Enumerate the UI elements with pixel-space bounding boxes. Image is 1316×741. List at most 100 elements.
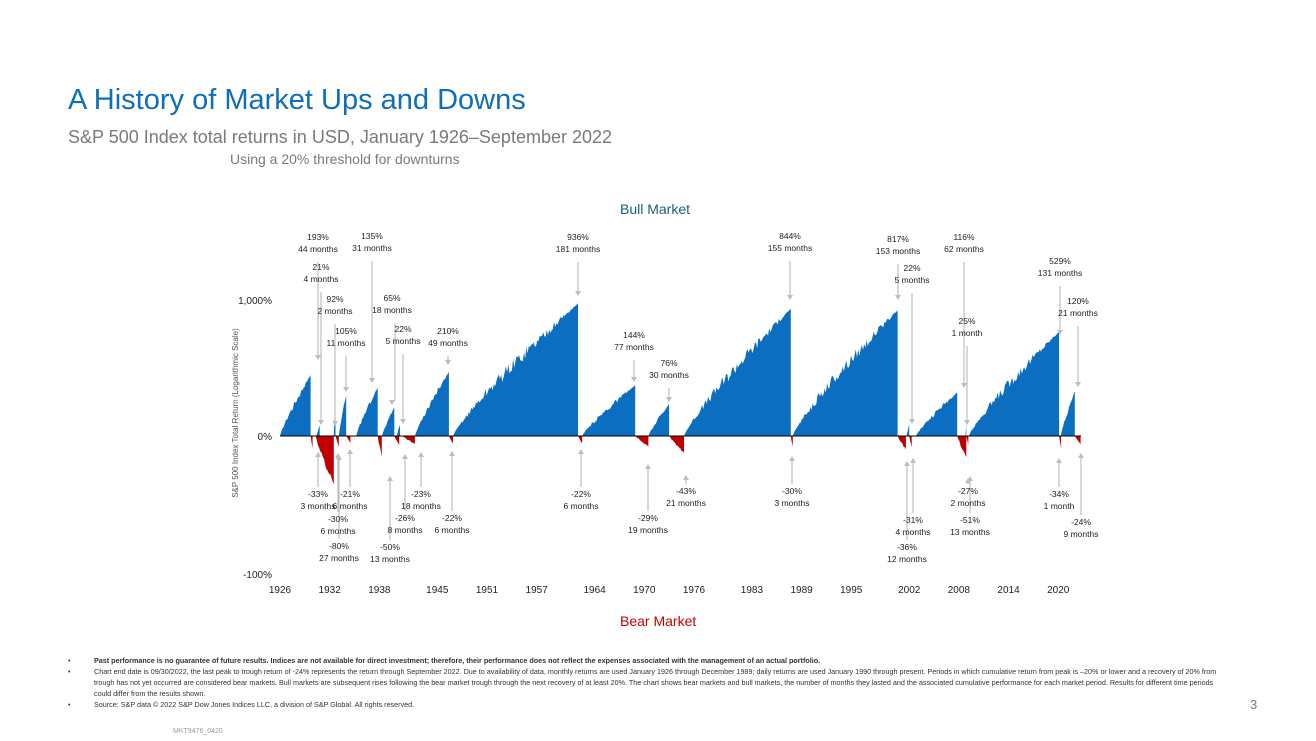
bull-return-label: 844% [779,231,801,241]
bear-annotation-arrowhead [965,478,971,483]
bear-months-label: 4 months [896,527,931,537]
bear-market-area [909,436,912,448]
bull-return-label: 120% [1067,296,1089,306]
bear-market-area [669,436,684,453]
footnote-3-text: Source: S&P data © 2022 S&P Dow Jones In… [94,700,415,709]
bear-market-area [402,436,415,444]
bear-annotation-arrowhead [418,452,424,457]
bull-market-label: Bull Market [620,201,691,217]
bull-months-label: 155 months [768,243,812,253]
bull-market-area [915,392,958,436]
footnotes: • Past performance is no guarantee of fut… [68,655,1228,710]
bull-months-label: 11 months [326,338,365,348]
bear-market-area [957,436,967,458]
bear-annotation-arrowhead [904,461,910,466]
bear-annotation-arrowhead [645,464,651,469]
footnote-2: • Chart end date is 09/30/2022, the last … [68,666,1228,699]
bear-months-label: 8 months [388,525,423,535]
bear-return-label: -29% [638,513,658,523]
bull-return-label: 76% [660,358,677,368]
bear-months-label: 21 months [666,498,706,508]
bear-annotation-arrowhead [789,456,795,461]
bear-market-area [346,436,351,444]
x-tick-label: 1989 [790,585,813,596]
bull-annotation-arrowhead [631,377,637,382]
bull-annotation-arrowhead [575,291,581,296]
bull-months-label: 44 months [298,244,338,254]
bear-market-area [1059,436,1062,449]
bull-months-label: 4 months [304,274,339,284]
bull-market-area [792,310,898,436]
page-number: 3 [1250,697,1258,712]
bull-market-area [396,424,400,436]
bull-return-label: 116% [953,232,975,242]
bull-months-label: 31 months [352,243,392,253]
bear-annotation-arrowhead [335,453,341,458]
y-tick-label: 1,000% [238,296,272,307]
bull-months-label: 5 months [386,336,421,346]
bull-months-label: 131 months [1038,268,1082,278]
bull-annotation-arrowhead [318,420,324,425]
bear-market-area [315,436,334,485]
bull-return-label: 193% [307,232,329,242]
bear-market-area [966,436,969,446]
bear-months-label: 3 months [301,501,336,511]
bear-months-label: 2 months [951,498,986,508]
bear-months-label: 6 months [333,501,368,511]
bull-market-area [381,407,395,436]
x-tick-label: 1945 [426,585,449,596]
bull-market-area [684,308,791,436]
bear-return-label: -34% [1049,489,1069,499]
document-code: MKT9476_0420 [173,728,223,735]
footnote-1: • Past performance is no guarantee of fut… [68,656,821,665]
bear-return-label: -21% [340,489,360,499]
bear-months-label: 1 month [1044,501,1075,511]
bear-market-area [448,436,453,444]
footnote-1-text: Past performance is no guarantee of futu… [94,656,821,665]
bear-months-label: 19 months [628,525,668,535]
y-tick-label: -100% [243,570,272,581]
bull-months-label: 153 months [876,246,920,256]
bull-annotation-arrowhead [400,419,406,424]
bull-market-area [648,403,670,436]
bull-return-label: 22% [903,263,920,273]
bull-return-label: 529% [1049,256,1071,266]
bear-months-label: 13 months [370,554,410,564]
x-tick-label: 1951 [476,585,499,596]
bull-return-label: 65% [383,293,400,303]
bull-annotation-arrowhead [369,378,375,383]
x-tick-label: 1976 [683,585,706,596]
bear-annotation-arrowhead [449,451,455,456]
bear-annotation-arrowhead [347,449,353,454]
bull-market-area [1060,391,1075,436]
bear-annotation-arrowhead [1078,453,1084,458]
bear-market-area [635,436,649,447]
bull-market-area [280,375,311,436]
bear-annotation-arrowhead [1056,458,1062,463]
bear-months-label: 3 months [775,498,810,508]
bear-return-label: -30% [328,514,348,524]
bull-annotation-arrowhead [1075,382,1081,387]
y-tick-label: 0% [258,432,273,443]
bull-annotation-arrowhead [895,295,901,300]
bull-months-label: 2 months [318,306,353,316]
x-tick-label: 1938 [368,585,391,596]
x-tick-label: 1964 [583,585,606,596]
bull-annotation-arrowhead [445,360,451,365]
page-title: A History of Market Ups and Downs [68,84,526,116]
bull-return-label: 817% [887,234,909,244]
bull-return-label: 21% [312,262,329,272]
bull-annotation-arrowhead [343,387,349,392]
bear-return-label: -36% [897,542,917,552]
bull-annotation-arrowhead [961,383,967,388]
bear-market-area [790,436,793,447]
bear-months-label: 9 months [1064,529,1099,539]
bear-return-label: -43% [676,486,696,496]
bull-annotation-arrowhead [315,355,321,360]
bull-market-area [582,385,636,436]
bear-annotation-arrowhead [402,454,408,459]
bear-market-area [310,436,313,448]
x-tick-label: 1983 [741,585,764,596]
bull-return-label: 135% [361,231,383,241]
